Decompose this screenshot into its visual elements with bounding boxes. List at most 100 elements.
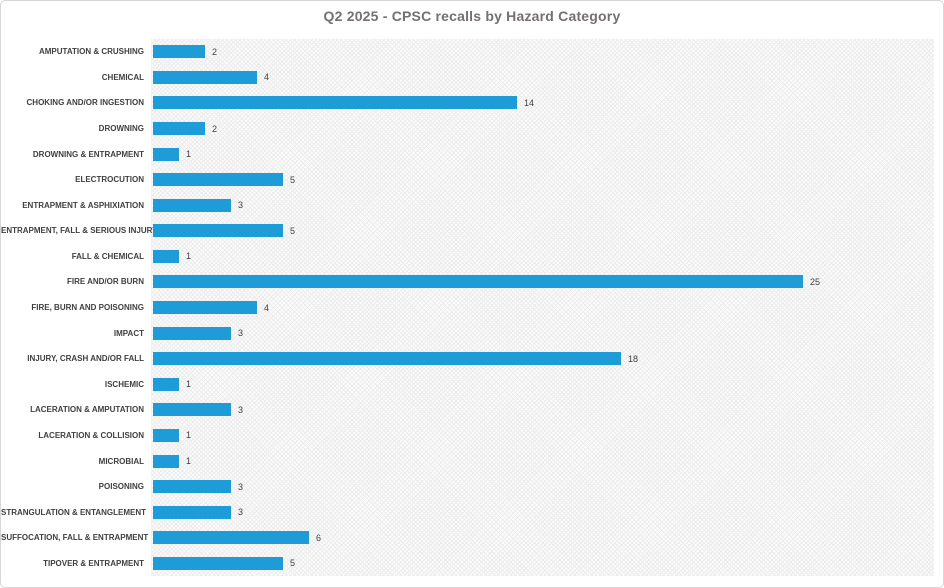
bar-zone: 4 [151, 301, 270, 315]
category-label: FIRE AND/OR BURN [66, 277, 144, 287]
bar [153, 454, 179, 468]
value-label: 2 [212, 46, 218, 57]
value-label: 5 [290, 225, 296, 236]
bar [153, 70, 257, 84]
bar-zone: 5 [151, 173, 295, 187]
category-label: ENTRAPMENT & ASPHIXIATION [22, 200, 144, 210]
value-label: 3 [238, 404, 244, 415]
category-label: FALL & CHEMICAL [71, 251, 144, 261]
bar-zone: 3 [151, 198, 244, 212]
category-label: POISONING [98, 482, 144, 492]
bar [153, 122, 205, 136]
category-label: LACERATION & AMPUTATION [30, 405, 144, 415]
bar-zone: 3 [151, 326, 243, 340]
category-label: CHEMICAL [101, 72, 144, 82]
bar [153, 403, 231, 417]
bar-row: STRANGULATION & ENTANGLEMENT 3 [1, 499, 934, 525]
bar-row: MICROBIAL 1 [1, 448, 934, 474]
bar-row: INJURY, CRASH AND/OR FALL 18 [1, 346, 934, 372]
bar-zone: 4 [151, 70, 270, 84]
bar-zone: 5 [151, 556, 296, 570]
category-label: AMPUTATION & CRUSHING [38, 47, 144, 57]
category-label: ENTRAPMENT, FALL & SERIOUS INJURY [1, 226, 158, 236]
bar [153, 96, 517, 110]
bar-zone: 1 [151, 428, 192, 442]
value-label: 6 [316, 532, 322, 543]
value-label: 1 [186, 379, 192, 390]
category-label: LACERATION & COLLISION [38, 430, 144, 440]
bar [153, 505, 231, 519]
value-label: 4 [264, 302, 270, 313]
bar [153, 377, 179, 391]
category-label: IMPACT [113, 328, 144, 338]
plot-area [151, 39, 934, 576]
category-label: INJURY, CRASH AND/OR FALL [27, 354, 144, 364]
category-label: TIPOVER & ENTRAPMENT [43, 558, 144, 568]
bar-row: POISONING 3 [1, 474, 934, 500]
bar-row: LACERATION & COLLISION 1 [1, 423, 934, 449]
bar-row: ENTRAPMENT, FALL & SERIOUS INJURY 5 [1, 218, 934, 244]
bar [153, 173, 283, 187]
bar [153, 480, 231, 494]
value-label: 2 [212, 123, 218, 134]
value-label: 18 [628, 353, 639, 364]
bar [153, 249, 179, 263]
value-label: 1 [186, 251, 192, 262]
bar-row: ENTRAPMENT & ASPHIXIATION 3 [1, 192, 934, 218]
category-label: ELECTROCUTION [75, 175, 144, 185]
bar-zone: 2 [151, 122, 218, 136]
bar-rows: AMPUTATION & CRUSHING 2 CHEMICAL 4 CHOKING A… [1, 39, 934, 576]
bar [153, 428, 179, 442]
bar-row: FIRE, BURN AND POISONING 4 [1, 295, 934, 321]
value-label: 1 [186, 430, 192, 441]
bar-zone: 14 [151, 96, 535, 110]
bar [153, 326, 231, 340]
bar-row: IMPACT 3 [1, 320, 934, 346]
bar-row: CHEMICAL 4 [1, 65, 934, 91]
bar-row: CHOKING AND/OR INGESTION 14 [1, 90, 934, 116]
bar [153, 301, 257, 315]
category-label: MICROBIAL [98, 456, 144, 466]
chart-title: Q2 2025 - CPSC recalls by Hazard Categor… [323, 8, 621, 24]
bar [153, 147, 179, 161]
value-label: 5 [290, 558, 296, 569]
bar-zone: 3 [151, 505, 244, 519]
bar-zone: 1 [151, 454, 192, 468]
bar-zone: 25 [151, 275, 821, 289]
bar [153, 556, 283, 570]
bar-zone: 18 [151, 352, 639, 366]
category-label: ISCHEMIC [104, 379, 144, 389]
value-label: 25 [810, 276, 821, 287]
value-label: 4 [264, 72, 270, 83]
bar-row: DROWNING 2 [1, 116, 934, 142]
value-label: 1 [186, 456, 192, 467]
category-label: DROWNING [98, 124, 144, 134]
bar [153, 531, 309, 545]
value-label: 3 [238, 507, 244, 518]
bar-row: ELECTROCUTION 5 [1, 167, 934, 193]
bar-row: TIPOVER & ENTRAPMENT 5 [1, 551, 934, 577]
bar-zone: 5 [151, 224, 296, 238]
value-label: 3 [238, 481, 244, 492]
bar-zone: 6 [151, 531, 322, 545]
category-label: SUFFOCATION, FALL & ENTRAPMENT [1, 533, 149, 543]
bar-zone: 2 [151, 45, 218, 59]
bar-zone: 1 [151, 377, 192, 391]
category-label: DROWNING & ENTRAPMENT [32, 149, 144, 159]
category-label: CHOKING AND/OR INGESTION [26, 98, 144, 108]
bar-row: LACERATION & AMPUTATION 3 [1, 397, 934, 423]
value-label: 14 [524, 97, 535, 108]
bar-row: SUFFOCATION, FALL & ENTRAPMENT 6 [1, 525, 934, 551]
bar [153, 224, 283, 238]
bar [153, 275, 803, 289]
bar [153, 45, 205, 59]
bar [153, 198, 231, 212]
bar-row: DROWNING & ENTRAPMENT 1 [1, 141, 934, 167]
bar-row: FALL & CHEMICAL 1 [1, 244, 934, 270]
bar-zone: 1 [151, 249, 192, 263]
bar-row: FIRE AND/OR BURN 25 [1, 269, 934, 295]
category-label: FIRE, BURN AND POISONING [31, 303, 144, 313]
bar-row: ISCHEMIC 1 [1, 372, 934, 398]
value-label: 1 [186, 149, 192, 160]
value-label: 3 [238, 200, 244, 211]
